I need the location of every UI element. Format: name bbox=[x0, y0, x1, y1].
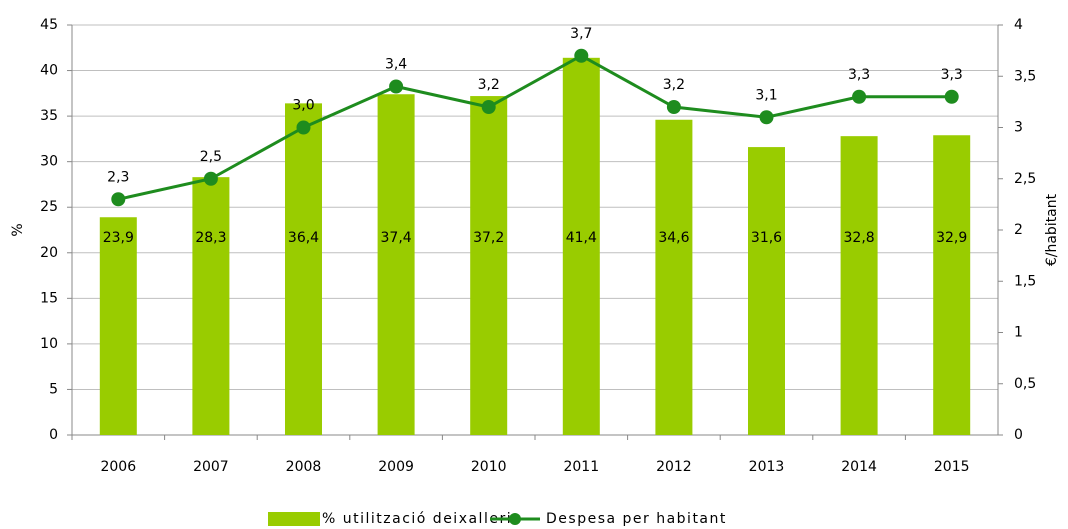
y2-tick-label: 3 bbox=[1014, 120, 1023, 136]
line-point bbox=[389, 79, 404, 94]
x-tick-label: 2009 bbox=[378, 459, 414, 475]
line-point bbox=[574, 48, 589, 63]
y-tick-label: 25 bbox=[40, 199, 58, 215]
x-tick-label: 2006 bbox=[100, 459, 136, 475]
line-value-label: 3,0 bbox=[292, 98, 314, 114]
line-point bbox=[852, 89, 867, 104]
bar bbox=[377, 94, 415, 435]
bar bbox=[933, 135, 971, 435]
line-point bbox=[666, 100, 681, 114]
y-axis-label: % bbox=[10, 223, 26, 236]
x-tick-label: 2014 bbox=[841, 459, 877, 475]
y-tick-label: 10 bbox=[40, 336, 58, 352]
y-tick-label: 0 bbox=[49, 427, 58, 443]
line-point bbox=[203, 171, 218, 186]
x-tick-label: 2010 bbox=[471, 459, 507, 475]
bar-value-label: 32,8 bbox=[844, 230, 875, 246]
y-tick-label: 5 bbox=[49, 381, 58, 397]
x-tick-label: 2015 bbox=[934, 459, 970, 475]
bar bbox=[562, 57, 600, 436]
x-tick-label: 2011 bbox=[563, 459, 599, 475]
line-point bbox=[944, 89, 959, 104]
line-value-label: 3,4 bbox=[385, 57, 407, 73]
bar bbox=[840, 136, 878, 435]
line-point bbox=[296, 120, 311, 135]
legend-swatch bbox=[509, 513, 521, 525]
y2-tick-label: 0 bbox=[1014, 427, 1023, 443]
line-value-label: 3,7 bbox=[570, 26, 592, 42]
bar-value-label: 37,4 bbox=[381, 230, 412, 246]
bar bbox=[192, 177, 230, 435]
y-tick-label: 15 bbox=[40, 290, 58, 306]
y2-tick-label: 2,5 bbox=[1014, 171, 1036, 187]
line-point bbox=[481, 100, 496, 114]
x-tick-label: 2012 bbox=[656, 459, 692, 475]
bar-value-label: 32,9 bbox=[936, 230, 967, 246]
x-tick-label: 2008 bbox=[286, 459, 322, 475]
line bbox=[117, 54, 952, 201]
y2-tick-label: 1,5 bbox=[1014, 273, 1036, 289]
legend-swatch bbox=[268, 512, 320, 526]
line-value-label: 3,2 bbox=[663, 77, 685, 93]
bar-value-label: 23,9 bbox=[103, 230, 134, 246]
x-tick-label: 2007 bbox=[193, 459, 229, 475]
bar bbox=[285, 103, 322, 435]
y2-axis-label: €/habitant bbox=[1044, 193, 1060, 266]
line-value-label: 3,2 bbox=[478, 77, 500, 93]
line-value-label: 3,3 bbox=[848, 67, 870, 83]
bar-value-label: 31,6 bbox=[751, 230, 782, 246]
y2-tick-label: 1 bbox=[1014, 325, 1023, 341]
line-value-label: 3,1 bbox=[755, 87, 777, 103]
line-value-label: 2,5 bbox=[200, 149, 222, 165]
x-tick-label: 2013 bbox=[749, 459, 785, 475]
y-tick-label: 30 bbox=[40, 154, 58, 170]
line-value-label: 2,3 bbox=[107, 169, 129, 185]
y-tick-label: 40 bbox=[40, 63, 58, 79]
bar-value-label: 36,4 bbox=[288, 230, 319, 246]
bar-value-label: 41,4 bbox=[566, 230, 597, 246]
bar bbox=[655, 119, 693, 435]
bar-value-label: 34,6 bbox=[658, 230, 689, 246]
line-value-label: 3,3 bbox=[941, 67, 963, 83]
legend-label: Despesa per habitant bbox=[546, 511, 727, 527]
y2-tick-label: 0,5 bbox=[1014, 376, 1036, 392]
y-tick-label: 35 bbox=[40, 108, 58, 124]
y-tick-label: 20 bbox=[40, 245, 58, 261]
bar bbox=[99, 217, 137, 435]
line-point bbox=[111, 192, 126, 207]
legend-label: % utilització deixalleria bbox=[322, 511, 522, 527]
y-tick-label: 45 bbox=[40, 17, 58, 33]
line-point bbox=[759, 110, 774, 125]
bar bbox=[470, 96, 508, 436]
bar-value-label: 37,2 bbox=[473, 230, 504, 246]
bar bbox=[748, 147, 785, 436]
y2-tick-label: 2 bbox=[1014, 222, 1023, 238]
y2-tick-label: 4 bbox=[1014, 17, 1023, 33]
y2-tick-label: 3,5 bbox=[1014, 68, 1036, 84]
bar-value-label: 28,3 bbox=[195, 230, 226, 246]
